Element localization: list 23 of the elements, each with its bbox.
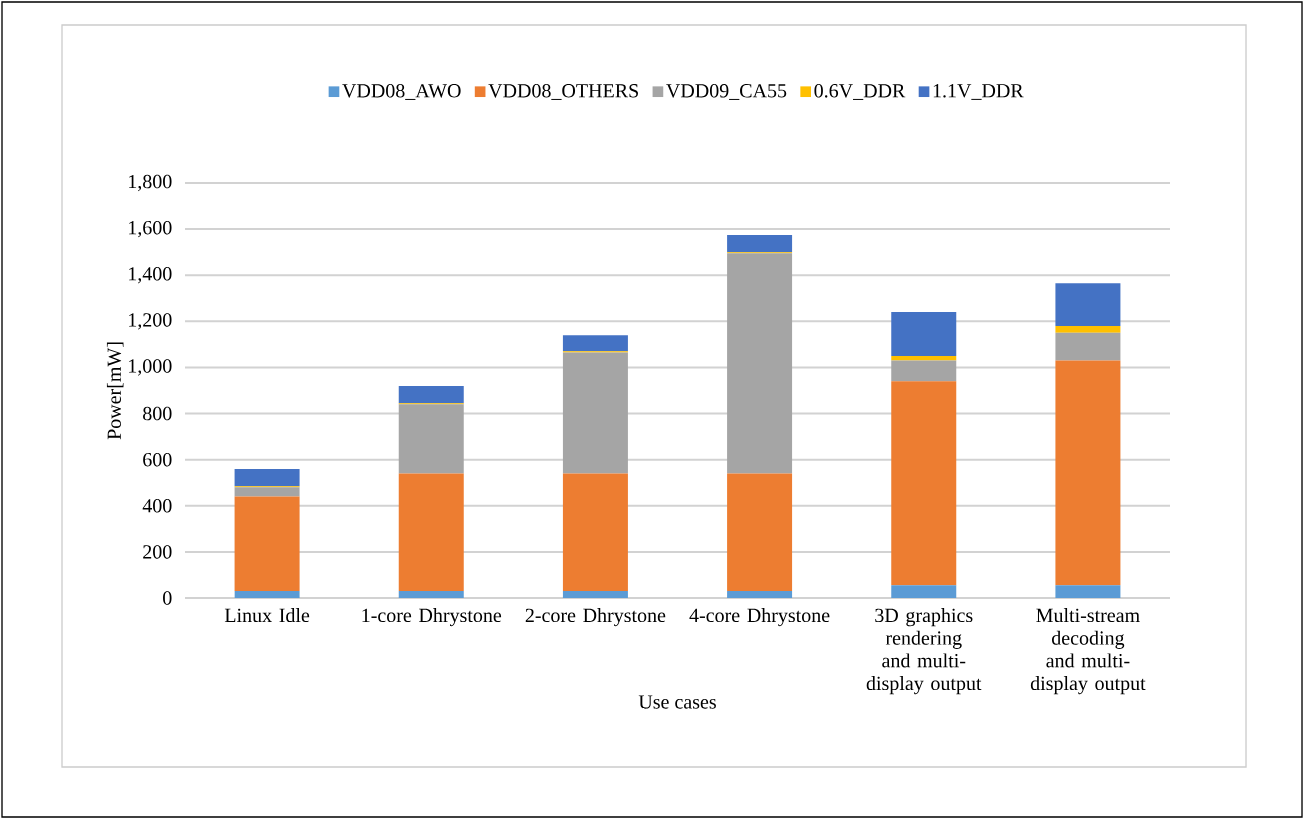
y-tick-label: 0 bbox=[163, 591, 172, 605]
legend-label: VDD09_CA55 bbox=[666, 84, 787, 100]
y-tick-label: 1,000 bbox=[129, 359, 172, 376]
y-tick-label: 1,400 bbox=[129, 267, 172, 284]
x-tick-label: Linux Idle bbox=[224, 608, 310, 623]
x-tick-label: Multi-stream decoding and multi-display output bbox=[1030, 608, 1146, 695]
y-tick-label: 1,200 bbox=[129, 313, 172, 330]
x-tick-label: 2-core Dhrystone bbox=[525, 608, 666, 627]
legend-label: 1.1V_DDR bbox=[933, 84, 1024, 100]
y-tick-label: 400 bbox=[142, 499, 172, 513]
y-tick-label: 200 bbox=[143, 545, 172, 559]
x-axis-title: Use cases bbox=[638, 695, 716, 709]
x-tick-label: 1-core Dhrystone bbox=[362, 608, 502, 627]
legend-label: 0.6V_DDR bbox=[814, 84, 906, 100]
y-tick-label: 800 bbox=[143, 406, 172, 421]
x-tick-label: 4-core Dhrystone bbox=[689, 608, 830, 627]
legend-label: VDD08_OTHERS bbox=[488, 84, 638, 100]
y-tick-label: 600 bbox=[143, 452, 172, 467]
y-axis-title: Power[mW] bbox=[106, 342, 124, 440]
y-tick-label: 1,800 bbox=[129, 174, 172, 192]
x-tick-label: 3D graphics rendering and multi-display output bbox=[866, 608, 982, 695]
y-tick-label: 1,600 bbox=[129, 220, 172, 238]
legend-label: VDD08_AWO bbox=[342, 84, 461, 100]
